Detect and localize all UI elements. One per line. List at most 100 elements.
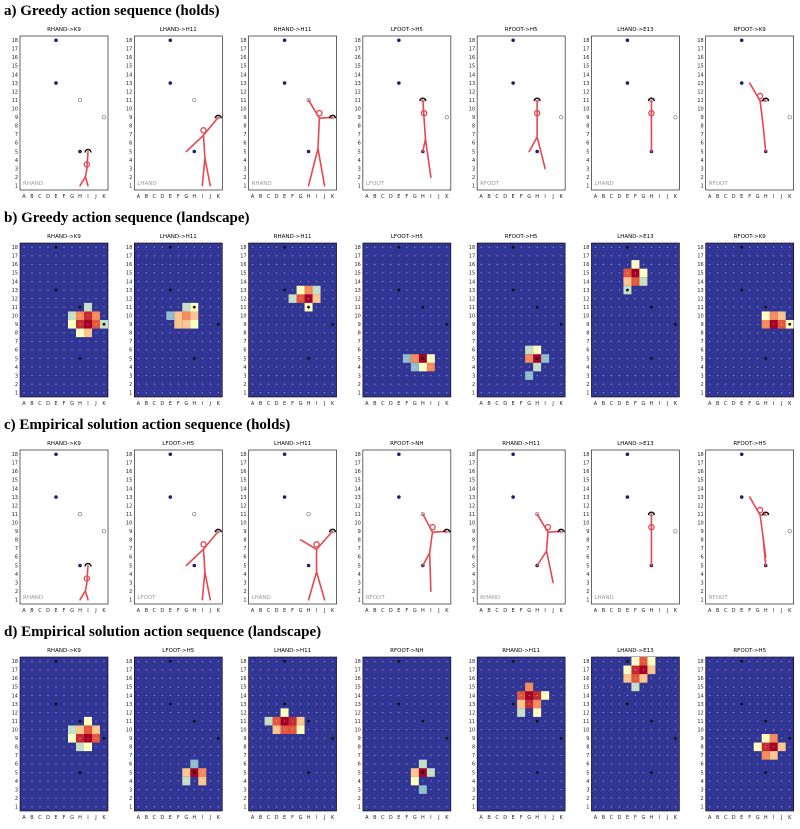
- grid-dot: [284, 264, 285, 265]
- grid-dot: [422, 729, 423, 730]
- grid-dot: [513, 686, 514, 687]
- grid-dot: [104, 763, 105, 764]
- grid-dot: [316, 298, 317, 299]
- grid-dot: [733, 781, 734, 782]
- grid-dot: [627, 755, 628, 756]
- grid-dot: [88, 324, 89, 325]
- grid-dot: [414, 247, 415, 248]
- grid-dot: [324, 789, 325, 790]
- x-tick-label: I: [544, 194, 545, 200]
- grid-dot: [80, 704, 81, 705]
- grid-dot: [32, 315, 33, 316]
- grid-dot: [252, 806, 253, 807]
- grid-dot: [651, 315, 652, 316]
- grid-dot: [595, 358, 596, 359]
- grid-dot: [210, 367, 211, 368]
- grid-dot: [765, 349, 766, 350]
- grid-dot: [513, 298, 514, 299]
- y-tick-label: 12: [354, 710, 360, 716]
- grid-dot: [497, 721, 498, 722]
- grid-dot: [292, 806, 293, 807]
- grid-dot: [725, 704, 726, 705]
- grid-dot: [553, 264, 554, 265]
- grid-dot: [422, 686, 423, 687]
- grid-dot: [162, 298, 163, 299]
- y-tick-label: 2: [586, 796, 589, 802]
- grid-dot: [675, 763, 676, 764]
- grid-dot: [414, 324, 415, 325]
- grid-dot: [366, 806, 367, 807]
- grid-dot: [757, 661, 758, 662]
- x-tick-label: A: [594, 815, 598, 821]
- grid-dot: [32, 332, 33, 333]
- x-tick-label: E: [397, 815, 400, 821]
- grid-dot: [40, 704, 41, 705]
- panel: LHAND->H11LHANDABCDEFGHIJK12345678910111…: [240, 441, 336, 614]
- grid-dot: [390, 290, 391, 291]
- grid-dot: [481, 375, 482, 376]
- grid-dot: [48, 264, 49, 265]
- grid-dot: [709, 763, 710, 764]
- hold-open: [674, 529, 678, 533]
- x-tick-label: B: [30, 815, 34, 821]
- grid-dot: [603, 729, 604, 730]
- grid-dot: [300, 746, 301, 747]
- hold: [55, 289, 58, 292]
- grid-dot: [709, 746, 710, 747]
- grid-dot: [252, 772, 253, 773]
- y-tick-label: 12: [583, 710, 589, 716]
- x-tick-label: A: [708, 194, 712, 200]
- grid-dot: [619, 712, 620, 713]
- y-tick-label: 4: [472, 365, 475, 371]
- grid-dot: [757, 375, 758, 376]
- grid-dot: [741, 332, 742, 333]
- grid-dot: [430, 669, 431, 670]
- y-tick-label: 17: [697, 254, 703, 260]
- y-tick-label: 12: [126, 710, 132, 716]
- x-tick-label: F: [291, 401, 294, 407]
- y-tick-label: 9: [358, 322, 361, 328]
- y-tick-label: 7: [243, 132, 246, 138]
- grid-dot: [382, 695, 383, 696]
- grid-dot: [627, 806, 628, 807]
- grid-dot: [96, 315, 97, 316]
- grid-dot: [765, 678, 766, 679]
- grid-dot: [611, 704, 612, 705]
- grid-dot: [659, 264, 660, 265]
- grid-dot: [773, 392, 774, 393]
- grid-dot: [146, 798, 147, 799]
- grid-dot: [765, 324, 766, 325]
- x-tick-label: F: [291, 815, 294, 821]
- grid-dot: [104, 798, 105, 799]
- y-tick-label: 1: [15, 391, 18, 397]
- grid-dot: [48, 712, 49, 713]
- grid-dot: [414, 290, 415, 291]
- grid-dot: [757, 298, 758, 299]
- grid-dot: [789, 264, 790, 265]
- x-tick-label: J: [209, 194, 211, 200]
- y-tick-label: 11: [583, 305, 589, 311]
- hold: [397, 38, 401, 42]
- panel: RFOOT->NHABCDEFGHIJK12345678910111213141…: [354, 648, 450, 821]
- grid-dot: [252, 781, 253, 782]
- grid-dot: [643, 686, 644, 687]
- x-tick-label: B: [716, 608, 720, 614]
- grid-dot: [64, 332, 65, 333]
- grid-dot: [292, 392, 293, 393]
- x-tick-label: D: [617, 401, 621, 407]
- grid-dot: [210, 281, 211, 282]
- grid-dot: [154, 341, 155, 342]
- x-tick-label: C: [153, 815, 157, 821]
- grid-dot: [414, 375, 415, 376]
- grid-dot: [194, 272, 195, 273]
- grid-dot: [717, 729, 718, 730]
- x-tick-label: K: [217, 194, 221, 200]
- grid-dot: [414, 298, 415, 299]
- y-tick-label: 15: [354, 271, 360, 277]
- grid-dot: [194, 798, 195, 799]
- grid-dot: [276, 392, 277, 393]
- y-tick-label: 16: [12, 55, 18, 61]
- grid-dot: [308, 367, 309, 368]
- grid-dot: [88, 298, 89, 299]
- grid-dot: [178, 341, 179, 342]
